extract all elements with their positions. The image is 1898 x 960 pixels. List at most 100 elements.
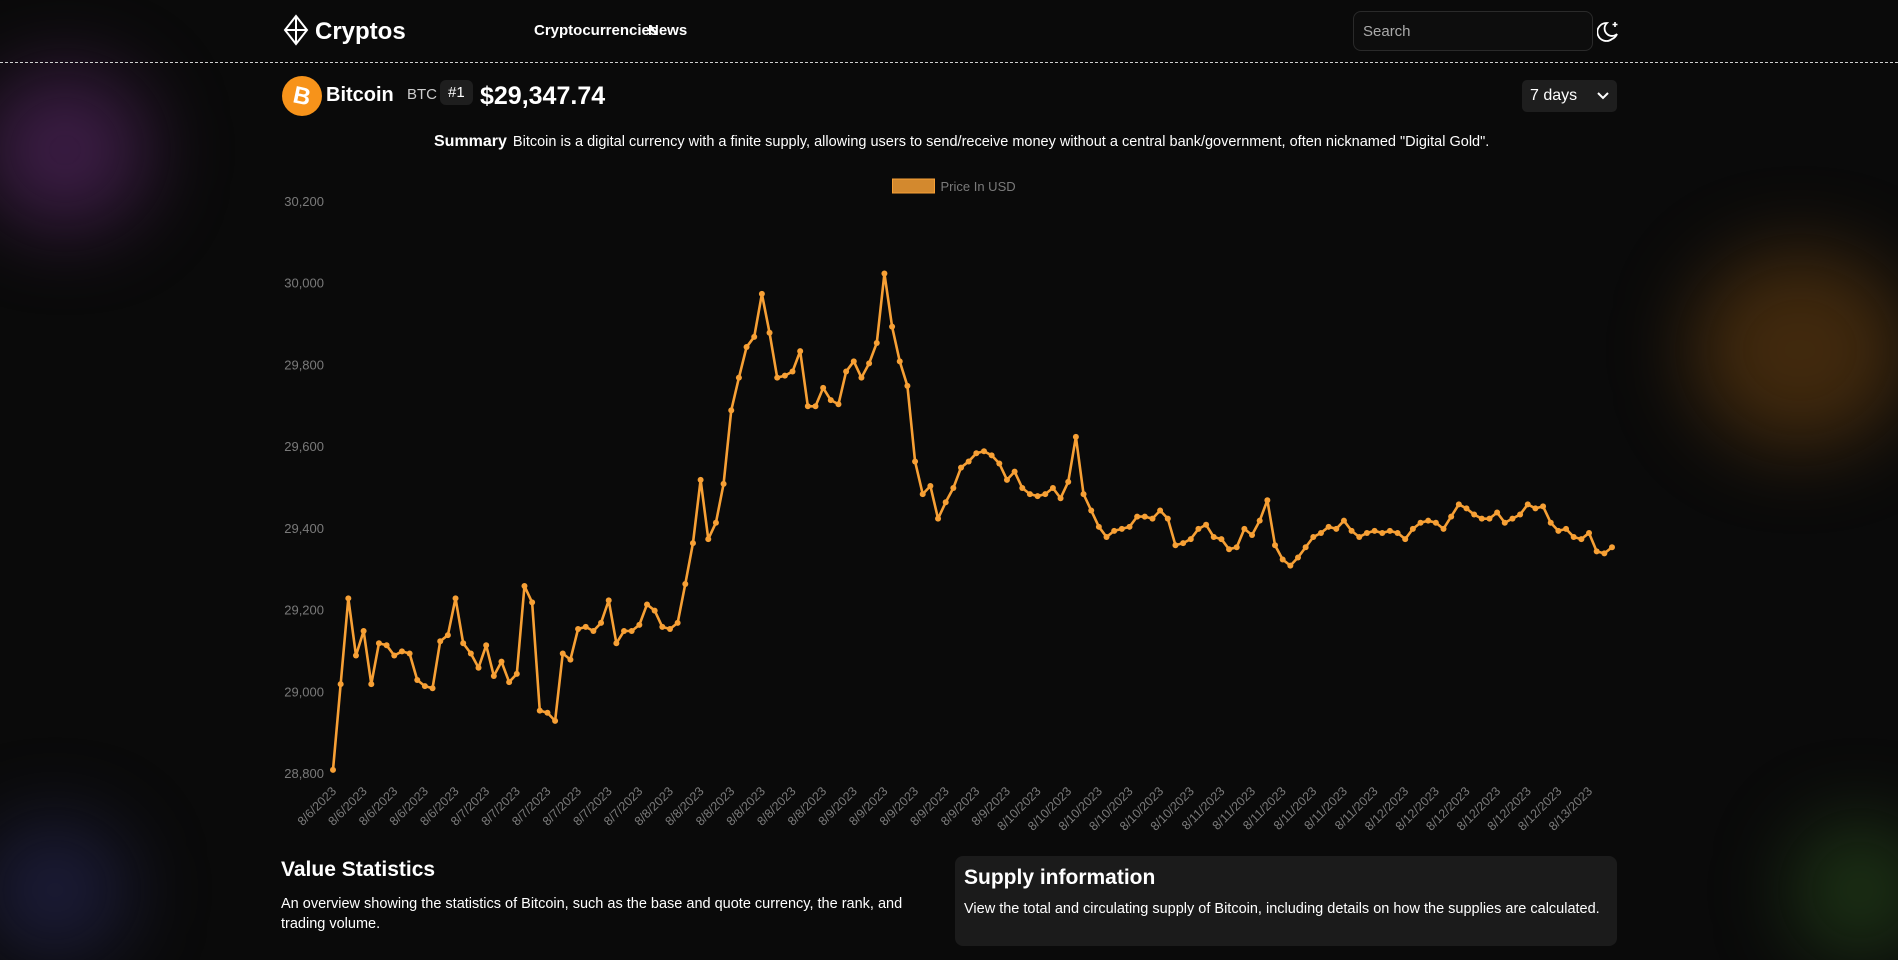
price-point — [896, 358, 903, 365]
price-point — [988, 452, 995, 459]
price-point — [1509, 515, 1516, 522]
price-point — [1494, 509, 1501, 516]
price-point — [1034, 493, 1041, 500]
svg-text:B: B — [291, 81, 314, 111]
price-point — [1157, 507, 1164, 514]
price-point — [1363, 529, 1370, 536]
price-point — [1570, 534, 1577, 541]
price-point — [1356, 534, 1363, 541]
price-point — [1486, 515, 1493, 522]
price-point — [1080, 491, 1087, 498]
price-point — [452, 595, 459, 602]
price-point — [368, 681, 375, 688]
price-point — [712, 519, 719, 526]
price-point — [498, 658, 505, 665]
price-point — [950, 485, 957, 491]
price-point — [345, 595, 352, 602]
price-point — [1149, 515, 1156, 522]
price-point — [506, 679, 513, 686]
price-point — [728, 407, 735, 414]
price-point — [1203, 521, 1210, 528]
price-point — [437, 638, 444, 645]
price-point — [973, 450, 980, 457]
price-point — [766, 329, 773, 336]
price-point — [460, 640, 467, 647]
price-point — [621, 628, 628, 634]
price-point — [398, 648, 405, 655]
price-point — [1218, 536, 1225, 543]
price-point — [628, 628, 635, 634]
nav-link[interactable]: News — [648, 22, 688, 39]
price-point — [827, 397, 834, 404]
price-point — [965, 458, 972, 465]
price-point — [674, 619, 681, 626]
logo-text[interactable]: Cryptos — [315, 18, 406, 45]
price-point — [1180, 540, 1187, 547]
y-tick-label: 29,200 — [284, 603, 324, 618]
price-point — [1371, 527, 1378, 534]
price-point — [590, 628, 597, 634]
price-point — [758, 290, 765, 297]
price-point — [1272, 542, 1279, 549]
price-point — [1501, 519, 1508, 526]
price-point — [552, 717, 559, 724]
section-description: View the total and circulating supply of… — [964, 901, 1600, 917]
y-tick-label: 29,000 — [284, 684, 324, 699]
price-point — [1448, 513, 1455, 520]
coin-rank: #1 — [440, 80, 473, 105]
price-point — [1609, 544, 1615, 551]
price-point — [1164, 515, 1171, 522]
nav-link[interactable]: Cryptocurrencies — [534, 22, 659, 39]
price-point — [475, 664, 482, 671]
price-point — [1455, 501, 1462, 508]
price-point — [1057, 495, 1064, 502]
price-point — [1095, 523, 1102, 530]
coin-name: Bitcoin — [326, 84, 394, 106]
price-point — [1432, 519, 1439, 526]
price-point — [383, 642, 390, 649]
price-point — [935, 515, 942, 522]
price-point — [1210, 534, 1217, 541]
price-point — [1187, 536, 1194, 543]
price-point — [751, 333, 758, 340]
timeframe-select[interactable]: 7 days — [1522, 80, 1617, 112]
price-point — [1072, 433, 1079, 440]
price-point — [644, 601, 651, 608]
price-point — [1011, 468, 1018, 475]
price-point — [613, 640, 620, 647]
price-chart: 28,800 29,000 29,200 29,400 29,600 29,800 30,0… — [284, 178, 1615, 833]
price-point — [666, 625, 673, 632]
theme-toggle[interactable] — [1597, 19, 1621, 43]
search-input[interactable]: Search — [1353, 11, 1593, 51]
summary-label: Summary — [434, 133, 507, 150]
price-point — [1118, 525, 1125, 532]
price-point — [521, 583, 528, 590]
price-point — [467, 650, 474, 657]
price-point — [850, 358, 857, 365]
price-point — [843, 368, 850, 375]
y-tick-label: 29,600 — [284, 439, 324, 454]
price-point — [812, 403, 819, 410]
price-point — [1141, 513, 1148, 520]
y-tick-label: 29,400 — [284, 521, 324, 536]
price-point — [1547, 519, 1554, 526]
timeframe-value: 7 days — [1530, 87, 1578, 104]
price-point — [1379, 529, 1386, 536]
price-point — [904, 382, 911, 389]
legend-swatch — [892, 178, 935, 194]
price-point — [735, 374, 742, 381]
coin-icon: B — [282, 76, 322, 116]
price-point — [1249, 531, 1256, 538]
price-point — [1294, 554, 1301, 561]
price-point — [912, 458, 919, 465]
y-tick-label: 29,800 — [284, 357, 324, 372]
price-point — [1478, 515, 1485, 522]
price-point — [1593, 548, 1600, 555]
supply-card: Supply information View the total and ci… — [955, 856, 1617, 946]
price-point — [866, 360, 873, 367]
price-point — [444, 632, 451, 639]
price-point — [1586, 529, 1593, 536]
price-point — [1264, 497, 1271, 504]
price-point — [1003, 476, 1010, 483]
chevron — [1597, 92, 1609, 100]
